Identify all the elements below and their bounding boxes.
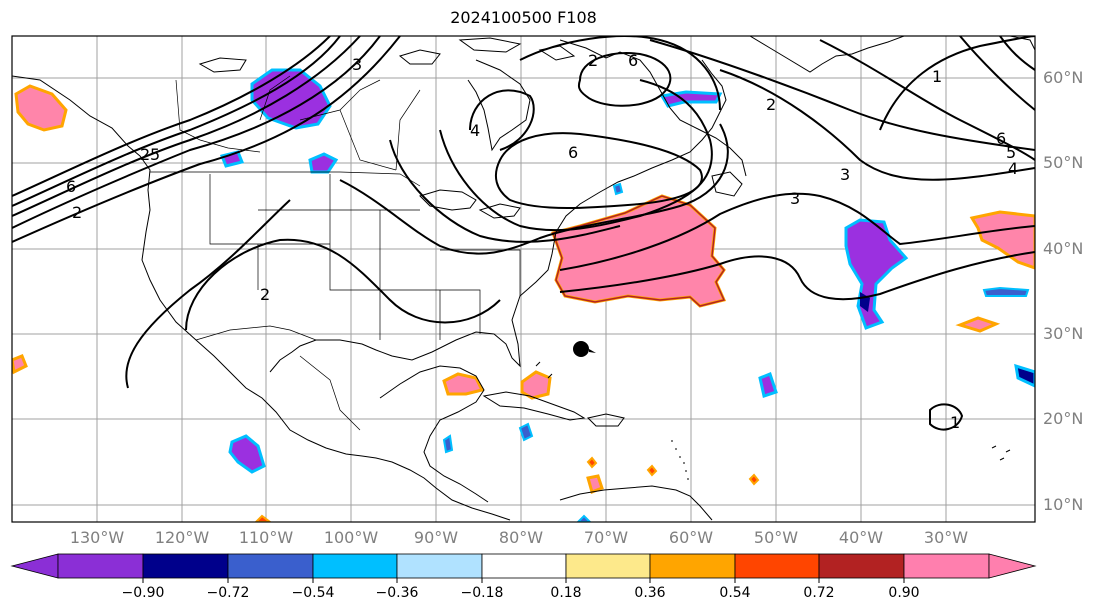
lon-label: 40°W xyxy=(838,528,884,547)
lon-label: 50°W xyxy=(753,528,799,547)
lat-label: 50°N xyxy=(1043,153,1084,172)
colorbar xyxy=(10,553,1037,583)
lon-label: 90°W xyxy=(413,528,459,547)
lon-label: 70°W xyxy=(583,528,629,547)
lon-label: 30°W xyxy=(923,528,969,547)
colorbar-tick-label: −0.90 xyxy=(121,585,165,601)
height-contours xyxy=(12,36,1035,431)
anomaly-dakota xyxy=(308,152,339,174)
contour-label: 3 xyxy=(352,55,362,74)
map-frame xyxy=(11,35,1036,523)
contour-label: 6 xyxy=(996,129,1006,148)
contour-label: 3 xyxy=(840,165,850,184)
colorbar-tick-label: 0.72 xyxy=(803,585,835,601)
lat-label: 20°N xyxy=(1043,409,1084,428)
anomaly-cuba xyxy=(518,422,534,442)
contour-label: 1 xyxy=(932,67,942,86)
anomaly-east-1 xyxy=(758,372,778,398)
contour-label: 3 xyxy=(790,189,800,208)
anomaly-east-2 xyxy=(1014,363,1035,388)
anomaly-atl-small xyxy=(612,182,624,196)
colorbar-tick-label: 0.90 xyxy=(888,585,920,601)
contour-label: 2 xyxy=(72,203,82,222)
lon-label: 80°W xyxy=(498,528,544,547)
colorbar-tick-label: −0.72 xyxy=(206,585,250,601)
contour-label: 1 xyxy=(950,413,960,432)
contour-label: 2 xyxy=(140,145,150,164)
contour-label: 6 xyxy=(568,143,578,162)
lat-label: 60°N xyxy=(1043,68,1084,87)
colorbar-tick-label: −0.36 xyxy=(375,585,419,601)
contour-label: 2 xyxy=(588,51,598,70)
anomaly-caribbean xyxy=(586,474,604,495)
lon-label: 120°W xyxy=(154,528,210,547)
contour-label: 2 xyxy=(260,285,270,304)
anomaly-tiny-1 xyxy=(586,456,598,469)
anomaly-tiny-3 xyxy=(748,473,760,486)
anomaly-gulf-1 xyxy=(442,372,485,396)
anomaly-centralam xyxy=(442,434,454,454)
contour-label: 6 xyxy=(66,177,76,196)
map-title: 2024100500 F108 xyxy=(450,8,597,27)
colorbar-tick-label: −0.54 xyxy=(291,585,335,601)
contour-label: 5 xyxy=(150,145,160,164)
anomaly-bottom xyxy=(254,514,272,522)
lon-label: 60°W xyxy=(668,528,714,547)
anomaly-gulf-2 xyxy=(520,370,552,400)
anomaly-mid-atlantic xyxy=(844,218,909,330)
anomaly-east-atlantic xyxy=(969,210,1035,270)
contour-label: 6 xyxy=(628,51,638,70)
negative-anomaly-areas xyxy=(219,68,1035,522)
anomaly-mexico xyxy=(228,434,266,474)
anomaly-small-pac xyxy=(12,354,28,375)
lon-label: 100°W xyxy=(323,528,379,547)
lat-label: 30°N xyxy=(1043,324,1084,343)
contour-label: 5 xyxy=(1006,143,1016,162)
contour-label: 4 xyxy=(1008,159,1018,178)
lat-label: 40°N xyxy=(1043,239,1084,258)
anomaly-bottom-2 xyxy=(576,514,592,522)
colorbar-tick-label: 0.54 xyxy=(719,585,751,601)
colorbar-tick-label: 0.18 xyxy=(550,585,582,601)
anomaly-alaska xyxy=(14,84,68,132)
lat-label: 10°N xyxy=(1043,495,1084,514)
positive-anomaly-areas xyxy=(12,84,1035,522)
colorbar-tick-label: 0.36 xyxy=(634,585,666,601)
borders xyxy=(150,75,521,431)
coastlines xyxy=(12,36,1035,521)
anomaly-east-3 xyxy=(982,286,1030,297)
colorbar-tick-label: −0.18 xyxy=(460,585,504,601)
lon-label: 110°W xyxy=(238,528,294,547)
anomaly-small-30w xyxy=(955,316,1001,333)
lon-label: 130°W xyxy=(69,528,125,547)
contour-label: 4 xyxy=(470,121,480,140)
storm-marker xyxy=(573,341,589,357)
contour-labels: 6 2 3 2 6 3 3 2 1 6 5 4 4 2 6 1 2 5 xyxy=(66,51,1018,432)
anomaly-tiny-2 xyxy=(646,464,658,477)
contour-label: 2 xyxy=(766,95,776,114)
